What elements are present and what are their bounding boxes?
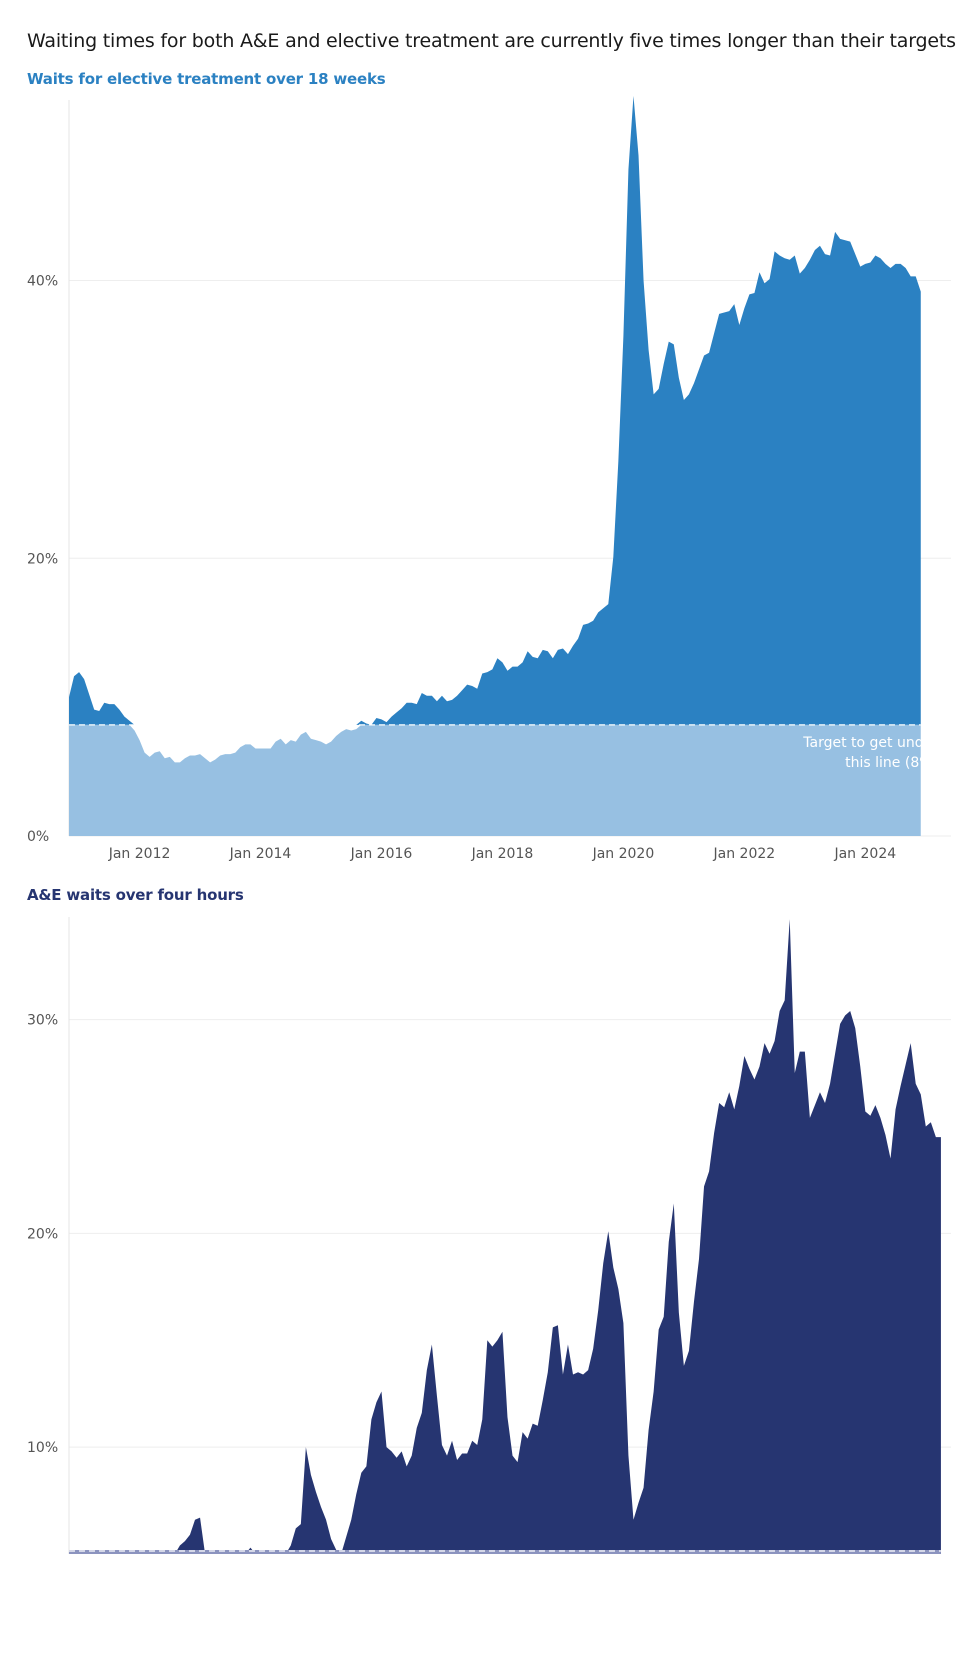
elective-under-target-area xyxy=(69,724,921,836)
elective-area-chart: 0% 20% 40% Target to get under this line (8%… xyxy=(27,95,951,862)
elective-chart-title: Waits for elective treatment over 18 wee… xyxy=(27,70,386,88)
elective-x-tick-label: Jan 2020 xyxy=(592,846,655,862)
ae-y-tick-label: 20% xyxy=(27,1226,58,1242)
ae-chart-title: A&E waits over four hours xyxy=(27,886,244,904)
ae-y-tick-label: 30% xyxy=(27,1013,58,1029)
elective-y-tick-label: 20% xyxy=(27,551,58,567)
elective-x-tick-label: Jan 2012 xyxy=(108,846,171,862)
elective-x-tick-label: Jan 2016 xyxy=(350,846,413,862)
elective-y-tick-label: 0% xyxy=(27,829,49,845)
elective-y-tick-label: 40% xyxy=(27,274,58,290)
ae-over-target-area xyxy=(69,919,941,1554)
elective-target-annotation: Target to get under xyxy=(802,735,938,751)
elective-x-tick-label: Jan 2024 xyxy=(833,846,896,862)
ae-under-target-area xyxy=(69,1550,941,1554)
ae-y-tick-label: 10% xyxy=(27,1440,58,1456)
elective-x-tick-label: Jan 2018 xyxy=(471,846,534,862)
elective-x-tick-label: Jan 2022 xyxy=(713,846,776,862)
page-title: Waiting times for both A&E and elective … xyxy=(27,30,956,52)
elective-target-annotation: this line (8%) xyxy=(845,755,938,771)
elective-x-tick-label: Jan 2014 xyxy=(229,846,292,862)
elective-over-target-area xyxy=(69,95,921,725)
